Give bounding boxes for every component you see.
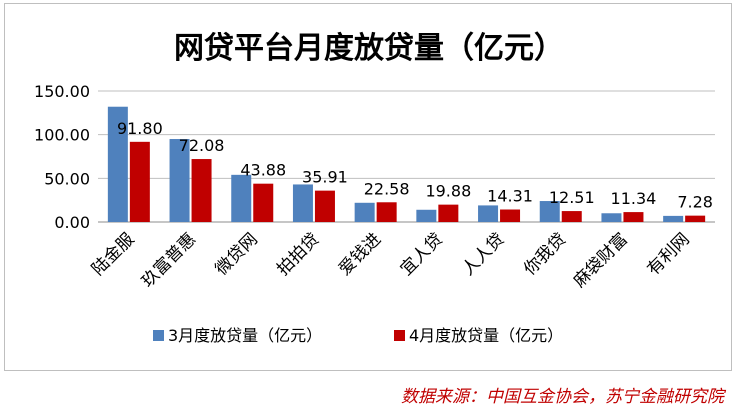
bar-series-2 [685,215,706,222]
x-category-label: 宜人贷 [397,229,447,279]
legend-swatch [394,330,405,341]
bar-series-2 [191,159,212,222]
bar-series-1 [354,202,375,222]
bar-series-2 [314,190,335,222]
x-category-label: 人人贷 [458,229,508,279]
bar-series-1 [416,209,437,222]
x-category-label: 微贷网 [212,229,262,279]
legend-label: 4月度放贷量（亿元） [409,326,563,345]
data-label: 35.91 [302,168,348,187]
data-label: 12.51 [549,188,595,207]
data-label: 72.08 [179,136,225,155]
data-label: 43.88 [240,161,286,180]
bar-series-1 [169,139,190,222]
x-category-label: 陆金服 [88,229,138,279]
data-label: 14.31 [487,187,533,206]
bar-series-2 [376,202,397,222]
x-category-label: 麻袋财富 [570,229,632,291]
y-tick-label: 50.00 [44,169,90,188]
x-category-label: 爱钱进 [335,229,385,279]
x-category-label: 有利网 [643,229,693,279]
bar-series-1 [663,215,684,222]
source-note: 数据来源：中国互金协会，苏宁金融研究院 [401,387,724,407]
data-label: 22.58 [364,179,410,198]
x-category-label: 你我贷 [520,229,570,279]
y-tick-label: 100.00 [34,126,90,145]
bar-series-2 [623,212,644,222]
data-label: 7.28 [677,193,713,212]
bar-series-2 [500,209,521,222]
y-tick-label: 150.00 [34,82,90,101]
bar-chart: 网贷平台月度放贷量（亿元） 0.00 50.00 100.00 150.00 陆金服 玖富… [34,31,715,345]
bar-series-2 [438,204,459,222]
y-tick-label: 0.00 [54,213,90,232]
data-label: 91.80 [117,119,163,138]
bar-series-2 [561,211,582,222]
bar-series-1 [478,205,499,222]
legend-swatch [153,330,164,341]
bar-series-1 [539,201,560,222]
data-label: 19.88 [425,182,471,201]
x-category-label: 玖富普惠 [138,229,200,291]
bar-series-2 [129,141,150,222]
chart-title: 网贷平台月度放贷量（亿元） [174,31,564,66]
x-category-label: 拍拍贷 [273,229,323,279]
bar-series-1 [107,106,128,222]
bar-series-1 [231,174,252,222]
legend-label: 3月度放贷量（亿元） [168,326,322,345]
data-label: 11.34 [611,189,657,208]
bar-series-2 [253,183,274,222]
chart-frame: 网贷平台月度放贷量（亿元） 0.00 50.00 100.00 150.00 陆金服 玖富… [4,3,732,371]
bar-series-1 [601,213,622,222]
bar-series-1 [292,184,313,222]
